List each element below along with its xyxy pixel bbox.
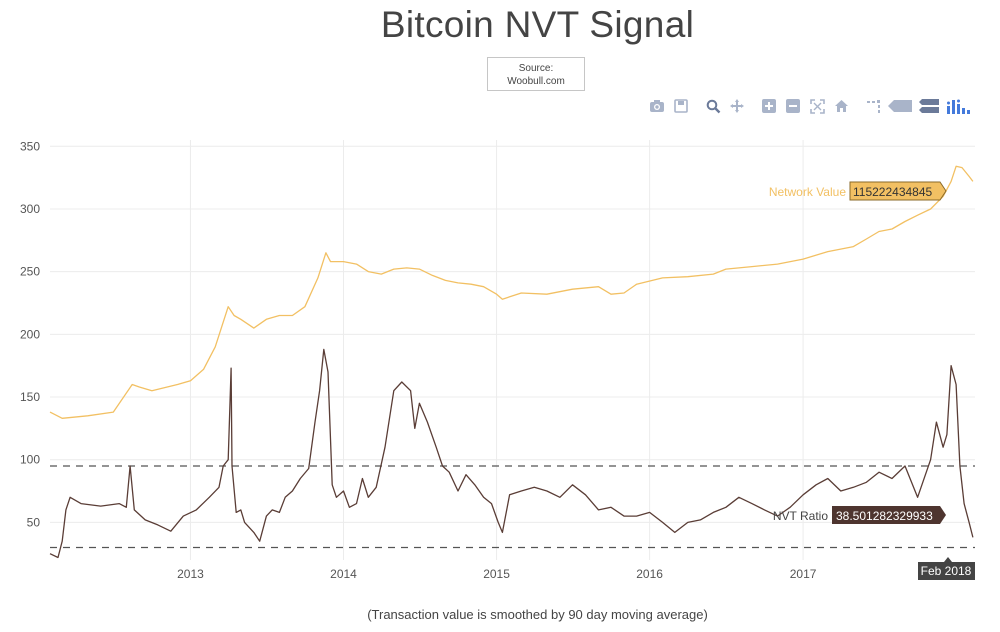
nvt-ratio-line	[49, 348, 974, 559]
network-value-label: Network Value	[769, 185, 846, 199]
nvt-label: NVT Ratio	[773, 509, 828, 523]
zoom-out-icon[interactable]	[781, 96, 805, 116]
source-label: Source:	[518, 63, 554, 74]
pan-icon[interactable]	[725, 96, 749, 116]
source-site: Woobull.com	[507, 76, 565, 87]
y-tick-label: 350	[20, 139, 40, 153]
home-icon[interactable]	[829, 96, 853, 116]
y-tick-label: 50	[27, 515, 41, 529]
y-tick-label: 250	[20, 265, 40, 279]
hover-compare-icon[interactable]	[915, 96, 943, 116]
source-box: Source: Woobull.com	[487, 57, 585, 91]
hover-labels: Network Value 115222434845 NVT Ratio 38.…	[769, 181, 975, 580]
nvt-tag-shape	[832, 506, 946, 524]
y-tick-label: 100	[20, 453, 40, 467]
camera-icon[interactable]	[645, 96, 669, 116]
x-hover-tag-shape	[918, 557, 975, 580]
y-tick-label: 150	[20, 390, 40, 404]
x-tick-label: 2013	[177, 567, 204, 581]
x-tick-label: 2016	[636, 567, 663, 581]
zoom-in-icon[interactable]	[757, 96, 781, 116]
network-value-line	[49, 165, 974, 419]
y-tick-label: 200	[20, 327, 40, 341]
grid-lines	[50, 140, 975, 560]
reference-lines	[50, 465, 975, 549]
axis-ticks: 50 100 150 200 250 300 350 2013 2014 2015 2016 2017	[20, 139, 817, 581]
save-icon[interactable]	[669, 96, 693, 116]
chart-title: Bitcoin NVT Signal	[380, 4, 695, 45]
plotly-logo-icon[interactable]	[943, 96, 975, 116]
x-tick-label: 2014	[330, 567, 357, 581]
modebar	[645, 96, 975, 116]
x-hover-label: Feb 2018	[921, 564, 972, 578]
zoom-icon[interactable]	[701, 96, 725, 116]
hover-closest-icon[interactable]	[885, 96, 915, 116]
network-value-tag-shape	[849, 181, 947, 201]
nvt-hover: 38.501282329933	[836, 509, 933, 523]
x-tick-label: 2015	[483, 567, 510, 581]
autoscale-icon[interactable]	[805, 96, 829, 116]
x-tick-label: 2017	[790, 567, 817, 581]
spike-lines-icon[interactable]	[861, 96, 885, 116]
series-lines	[49, 165, 974, 559]
caption: (Transaction value is smoothed by 90 day…	[367, 607, 708, 622]
y-tick-label: 300	[20, 202, 40, 216]
network-value-hover: 115222434845	[853, 185, 933, 199]
